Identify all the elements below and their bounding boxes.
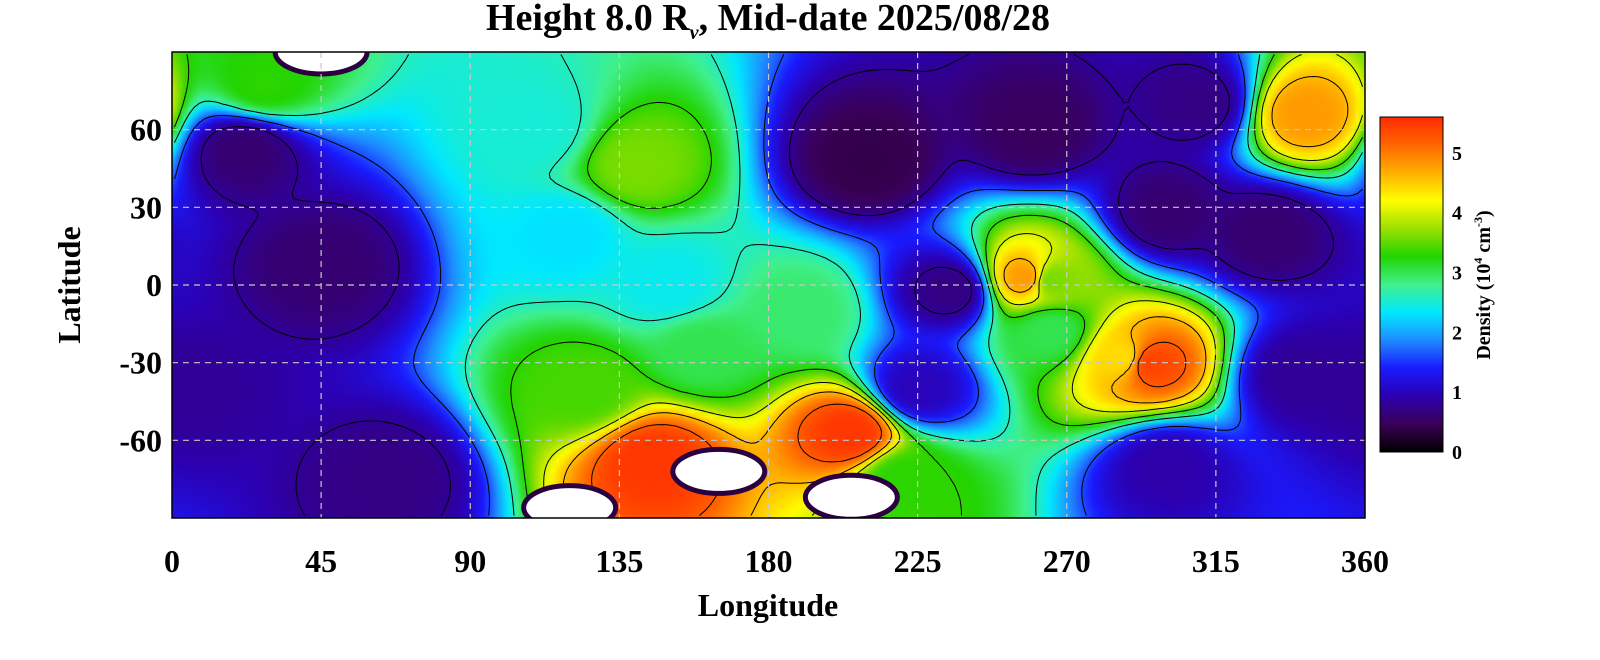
- chart-title: Height 8.0 Rv, Mid-date 2025/08/28: [486, 0, 1050, 44]
- y-tick-labels: 60 30 0 -30 -60: [119, 112, 162, 459]
- saturated-region: [670, 446, 768, 496]
- x-tick-label: 270: [1043, 543, 1091, 579]
- x-tick-label: 315: [1192, 543, 1240, 579]
- colorbar-tick-label: 4: [1452, 203, 1462, 225]
- y-axis-label: Latitude: [51, 226, 87, 343]
- contour-line: [543, 54, 1363, 516]
- colorbar-tick-labels: 0 1 2 3 4 5: [1452, 143, 1462, 464]
- colorbar-tick-label: 5: [1452, 143, 1462, 165]
- x-tick-label: 45: [305, 543, 337, 579]
- colorbar-tick-label: 0: [1452, 442, 1462, 464]
- y-tick-label: -60: [119, 422, 162, 458]
- colorbar-label: Density (104 cm-3): [1471, 210, 1495, 359]
- plot-frame: [171, 51, 1366, 519]
- y-tick-label: -30: [119, 345, 162, 381]
- colorbar-tick-label: 2: [1452, 322, 1462, 344]
- x-tick-label: 135: [595, 543, 643, 579]
- x-tick-label: 225: [894, 543, 942, 579]
- grid-lines: [172, 52, 1365, 518]
- contour-line: [174, 54, 1363, 516]
- x-tick-label: 180: [745, 543, 793, 579]
- x-tick-label: 360: [1341, 543, 1389, 579]
- x-tick-label: 0: [164, 543, 180, 579]
- plot-area: [172, 52, 1365, 518]
- y-tick-label: 60: [130, 112, 162, 148]
- colorbar-tick-label: 3: [1452, 263, 1462, 285]
- contour-line: [562, 76, 1349, 516]
- contour-line: [174, 54, 1363, 516]
- contour-line: [200, 54, 1334, 516]
- saturated-region: [521, 483, 619, 518]
- x-axis-label: Longitude: [698, 587, 838, 623]
- saturated-region: [802, 472, 900, 518]
- colorbar: [1379, 116, 1444, 453]
- y-tick-label: 0: [146, 267, 162, 303]
- x-tick-labels: 0 45 90 135 180 225 270 315 360: [164, 543, 1389, 579]
- contour-line: [174, 54, 1363, 516]
- contour-lines: [174, 54, 1363, 516]
- x-tick-label: 90: [454, 543, 486, 579]
- y-tick-label: 30: [130, 189, 162, 225]
- colorbar-tick-label: 1: [1452, 382, 1462, 404]
